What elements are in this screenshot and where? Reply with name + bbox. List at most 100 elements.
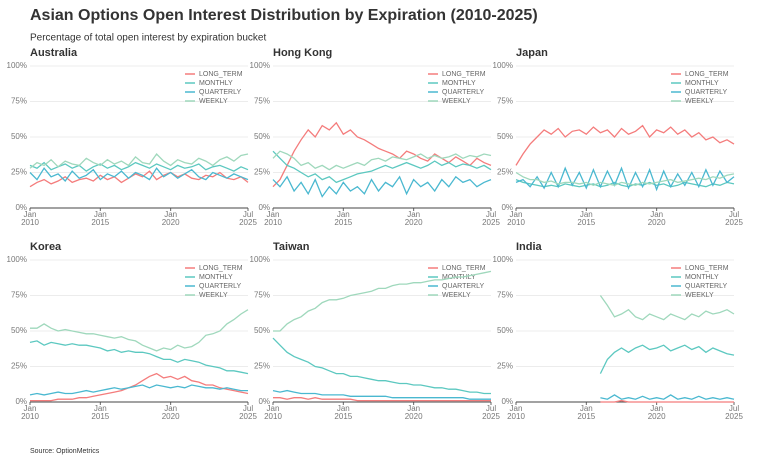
y-tick-label: 100% — [493, 255, 513, 264]
y-tick-label: 0% — [258, 203, 270, 212]
y-tick-label: 50% — [254, 326, 270, 335]
series-line — [599, 344, 735, 374]
legend-label: WEEKLY — [685, 292, 714, 299]
series-line — [29, 384, 248, 396]
y-tick-label: 25% — [11, 168, 27, 177]
series-line — [272, 150, 492, 184]
series-line — [272, 150, 492, 171]
y-tick-label: 75% — [11, 291, 27, 300]
legend-label: WEEKLY — [442, 98, 471, 105]
y-tick-label: 100% — [250, 61, 270, 70]
x-tick-label: Jul 2025 — [482, 404, 500, 421]
y-tick-label: 0% — [501, 203, 513, 212]
chart-title: Asian Options Open Interest Distribution… — [30, 7, 538, 24]
y-tick-label: 25% — [497, 362, 513, 371]
y-tick-label: 100% — [7, 255, 27, 264]
panel-title: Hong Kong — [273, 47, 332, 59]
series-line — [272, 337, 491, 395]
series-line — [29, 340, 249, 375]
y-tick-label: 25% — [254, 168, 270, 177]
x-tick-label: Jul 2025 — [482, 210, 500, 227]
y-tick-label: 50% — [497, 326, 513, 335]
legend-label: WEEKLY — [199, 292, 228, 299]
x-tick-label: Jan 2015 — [577, 404, 595, 421]
y-tick-label: 100% — [493, 61, 513, 70]
x-tick-label: Jul 2025 — [239, 404, 257, 421]
legend-label: WEEKLY — [199, 98, 228, 105]
y-tick-label: 25% — [254, 362, 270, 371]
source: Source: OptionMetrics — [30, 448, 100, 455]
panel-title: Taiwan — [273, 241, 310, 253]
series-line — [272, 175, 492, 198]
series-line — [515, 166, 735, 192]
y-tick-label: 25% — [11, 362, 27, 371]
y-tick-label: 50% — [11, 132, 27, 141]
legend-label: QUARTERLY — [442, 283, 484, 290]
y-tick-label: 0% — [258, 397, 270, 406]
series-line — [29, 170, 249, 188]
y-tick-label: 75% — [11, 97, 27, 106]
y-tick-label: 75% — [254, 97, 270, 106]
series-line — [273, 270, 492, 332]
legend-label: LONG_TERM — [199, 71, 243, 78]
legend-label: QUARTERLY — [442, 89, 484, 96]
x-tick-label: Jan 2015 — [91, 210, 109, 227]
series-line — [273, 397, 491, 402]
legend-label: MONTHLY — [685, 274, 719, 281]
x-tick-label: Jul 2025 — [239, 210, 257, 227]
series-line — [515, 124, 735, 166]
x-tick-label: Jan 2010 — [507, 404, 525, 421]
x-tick-label: Jan 2020 — [648, 404, 666, 421]
y-tick-label: 0% — [15, 397, 27, 406]
x-tick-label: Jan 2020 — [162, 404, 180, 421]
legend-label: MONTHLY — [199, 80, 233, 87]
series-line — [29, 161, 249, 172]
legend-label: WEEKLY — [685, 98, 714, 105]
x-tick-label: Jan 2015 — [334, 210, 352, 227]
panel-title: Australia — [30, 47, 78, 59]
x-tick-label: Jan 2020 — [648, 210, 666, 227]
x-tick-label: Jan 2010 — [21, 404, 39, 421]
y-tick-label: 25% — [497, 168, 513, 177]
y-tick-label: 75% — [497, 97, 513, 106]
legend-label: WEEKLY — [442, 292, 471, 299]
legend-label: LONG_TERM — [442, 71, 486, 78]
y-tick-label: 100% — [7, 61, 27, 70]
legend-label: MONTHLY — [199, 274, 233, 281]
series-line — [30, 372, 249, 402]
legend-label: LONG_TERM — [685, 265, 729, 272]
x-tick-label: Jan 2020 — [405, 404, 423, 421]
series-line — [30, 309, 249, 352]
x-tick-label: Jul 2025 — [725, 210, 743, 227]
x-tick-label: Jan 2010 — [21, 210, 39, 227]
y-tick-label: 50% — [497, 132, 513, 141]
panel-title: Korea — [30, 241, 62, 253]
legend-label: MONTHLY — [685, 80, 719, 87]
legend-label: QUARTERLY — [199, 89, 241, 96]
chart-subtitle: Percentage of total open interest by exp… — [30, 33, 266, 44]
x-tick-label: Jan 2015 — [91, 404, 109, 421]
panel-title: Japan — [516, 47, 548, 59]
x-tick-label: Jan 2020 — [405, 210, 423, 227]
y-tick-label: 0% — [15, 203, 27, 212]
series-line — [515, 171, 735, 187]
y-tick-label: 75% — [497, 291, 513, 300]
series-line — [600, 394, 735, 400]
y-tick-label: 100% — [250, 255, 270, 264]
x-tick-label: Jan 2015 — [334, 404, 352, 421]
legend-label: QUARTERLY — [199, 283, 241, 290]
x-tick-label: Jan 2020 — [162, 210, 180, 227]
series-line — [600, 399, 734, 403]
legend-label: LONG_TERM — [685, 71, 729, 78]
x-tick-label: Jan 2010 — [507, 210, 525, 227]
x-tick-label: Jan 2010 — [264, 210, 282, 227]
series-line — [29, 167, 249, 183]
panel-title: India — [516, 241, 543, 253]
legend-label: QUARTERLY — [685, 89, 727, 96]
y-tick-label: 75% — [254, 291, 270, 300]
x-tick-label: Jul 2025 — [725, 404, 743, 421]
x-tick-label: Jan 2015 — [577, 210, 595, 227]
series-line — [29, 152, 249, 169]
series-line — [272, 121, 492, 188]
